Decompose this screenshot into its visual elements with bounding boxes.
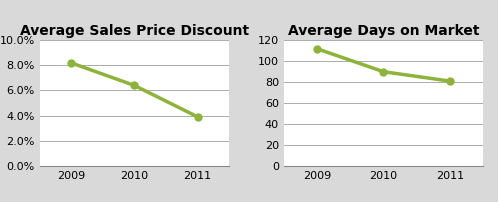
Title: Average Days on Market: Average Days on Market — [288, 24, 479, 38]
Title: Average Sales Price Discount: Average Sales Price Discount — [20, 24, 249, 38]
